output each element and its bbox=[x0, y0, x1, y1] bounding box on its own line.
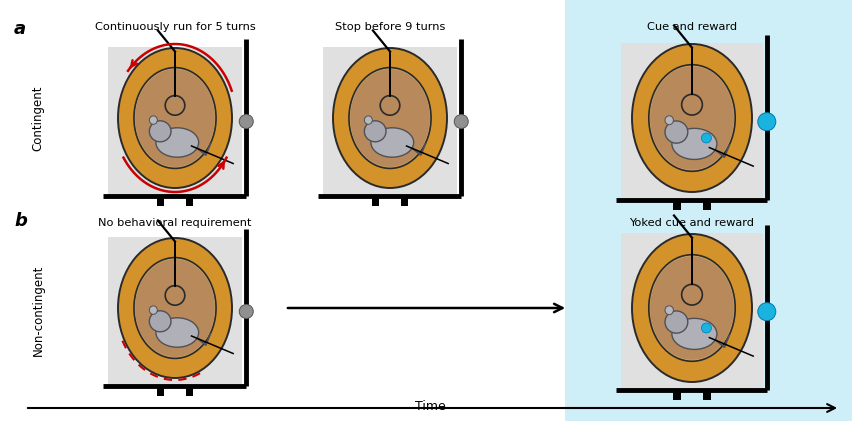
Bar bbox=[673, 390, 681, 400]
Ellipse shape bbox=[649, 255, 735, 361]
Ellipse shape bbox=[156, 128, 199, 157]
Ellipse shape bbox=[632, 44, 752, 192]
Bar bbox=[621, 232, 763, 388]
Text: Continuously run for 5 turns: Continuously run for 5 turns bbox=[95, 22, 256, 32]
Text: Cue and reward: Cue and reward bbox=[647, 22, 737, 32]
Ellipse shape bbox=[134, 68, 216, 168]
Bar bbox=[673, 200, 681, 210]
Ellipse shape bbox=[149, 116, 158, 124]
Ellipse shape bbox=[365, 116, 372, 124]
Circle shape bbox=[757, 303, 776, 321]
Ellipse shape bbox=[672, 318, 717, 349]
Bar bbox=[621, 43, 763, 198]
Ellipse shape bbox=[649, 65, 735, 171]
Circle shape bbox=[757, 113, 776, 131]
Circle shape bbox=[701, 323, 711, 333]
Ellipse shape bbox=[134, 258, 216, 358]
Circle shape bbox=[454, 115, 469, 128]
Ellipse shape bbox=[650, 67, 734, 170]
Ellipse shape bbox=[333, 48, 447, 188]
Ellipse shape bbox=[118, 238, 232, 378]
Bar bbox=[158, 196, 164, 205]
Bar bbox=[107, 237, 242, 384]
Ellipse shape bbox=[665, 121, 688, 143]
Circle shape bbox=[701, 133, 711, 143]
Bar bbox=[186, 196, 193, 205]
Ellipse shape bbox=[665, 311, 688, 333]
Circle shape bbox=[239, 304, 253, 319]
Ellipse shape bbox=[665, 116, 673, 125]
Circle shape bbox=[239, 115, 253, 128]
Ellipse shape bbox=[149, 311, 171, 332]
Ellipse shape bbox=[135, 69, 215, 167]
Bar bbox=[372, 196, 379, 205]
Text: a: a bbox=[14, 20, 26, 38]
Text: Yoked cue and reward: Yoked cue and reward bbox=[630, 218, 755, 228]
Text: Contingent: Contingent bbox=[32, 85, 44, 151]
Ellipse shape bbox=[365, 121, 386, 142]
Ellipse shape bbox=[118, 48, 232, 188]
Ellipse shape bbox=[672, 128, 717, 160]
Ellipse shape bbox=[349, 68, 431, 168]
Bar bbox=[565, 0, 852, 421]
Bar bbox=[704, 390, 711, 400]
Ellipse shape bbox=[156, 318, 199, 347]
Ellipse shape bbox=[632, 234, 752, 382]
Bar bbox=[158, 386, 164, 396]
Bar bbox=[704, 200, 711, 210]
Ellipse shape bbox=[149, 121, 171, 142]
Ellipse shape bbox=[371, 128, 414, 157]
Bar bbox=[107, 47, 242, 194]
Ellipse shape bbox=[350, 69, 429, 167]
Text: Non-contingent: Non-contingent bbox=[32, 264, 44, 356]
Ellipse shape bbox=[149, 306, 158, 314]
Text: Time: Time bbox=[415, 400, 446, 413]
Ellipse shape bbox=[665, 306, 673, 314]
Text: b: b bbox=[14, 212, 27, 230]
Ellipse shape bbox=[135, 259, 215, 357]
Text: No behavioral requirement: No behavioral requirement bbox=[98, 218, 251, 228]
Text: Stop before 9 turns: Stop before 9 turns bbox=[335, 22, 446, 32]
Bar bbox=[186, 386, 193, 396]
Bar bbox=[400, 196, 407, 205]
Bar bbox=[323, 47, 458, 194]
Ellipse shape bbox=[650, 256, 734, 360]
